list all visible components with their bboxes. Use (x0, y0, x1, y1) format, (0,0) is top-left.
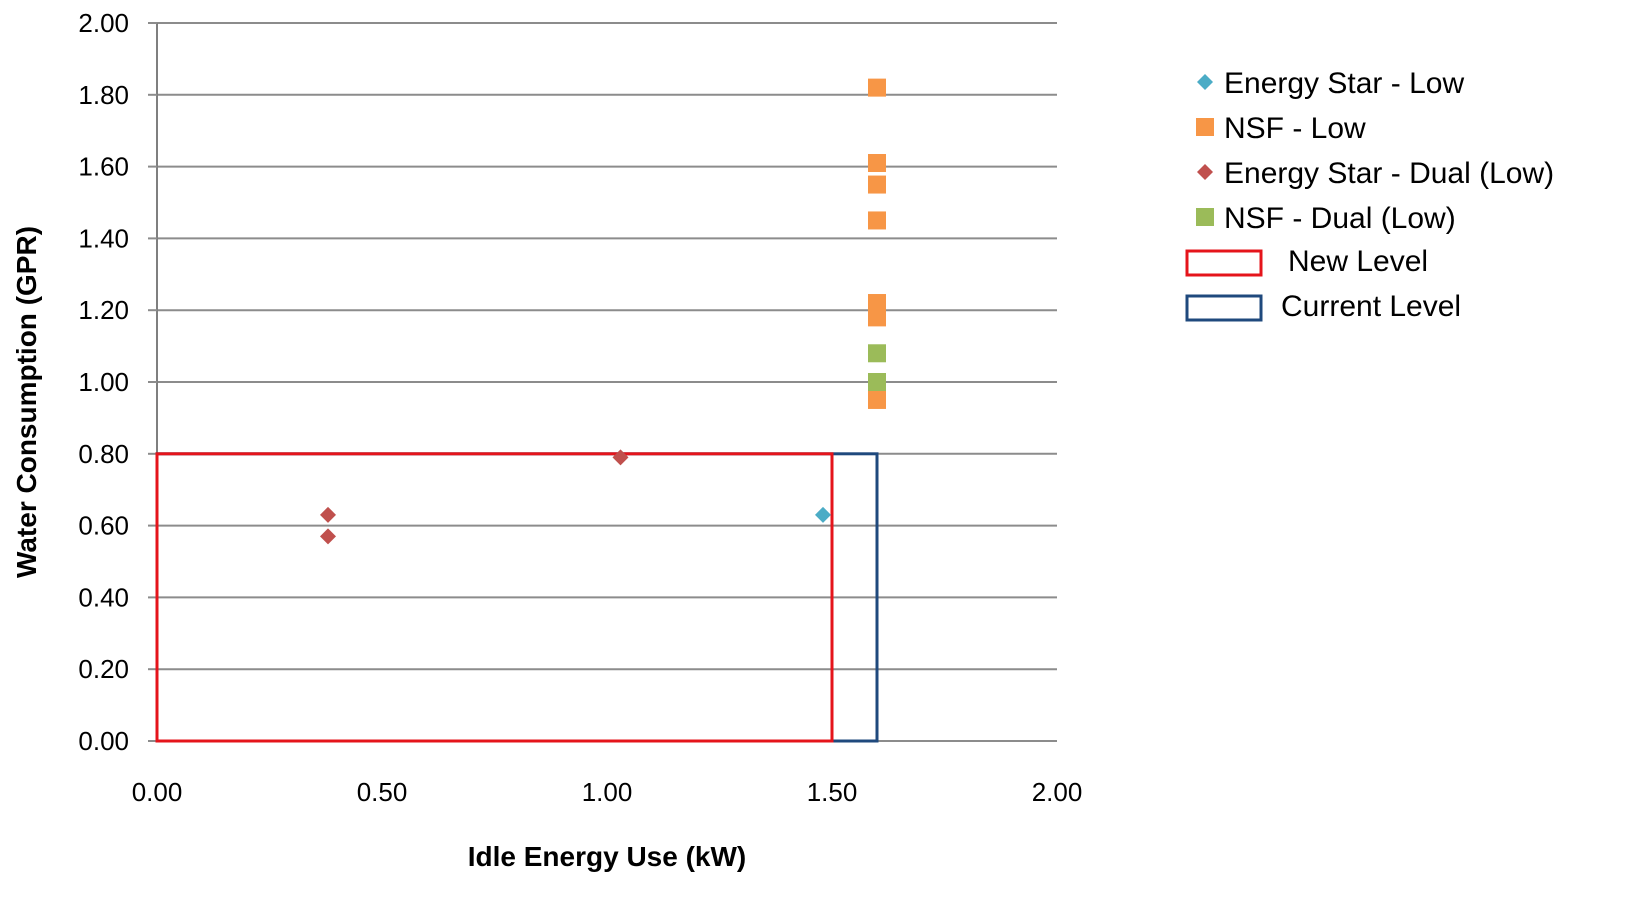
x-tick-label: 0.00 (132, 777, 183, 807)
x-axis-title: Idle Energy Use (kW) (468, 841, 747, 872)
legend-marker (1197, 164, 1213, 180)
nsf-dual-low-point (868, 373, 886, 391)
x-axis-ticks: 0.00 0.50 1.00 1.50 2.00 (132, 777, 1083, 807)
energy-star-low-point (815, 506, 831, 523)
x-tick-label: 1.50 (807, 777, 858, 807)
nsf-low-point (868, 308, 886, 327)
energy-star-dual-low-point (320, 506, 336, 523)
x-tick-label: 0.50 (357, 777, 408, 807)
gridlines (157, 22, 1057, 742)
y-tick-label: 1.00 (78, 367, 129, 397)
legend-label: New Level (1288, 245, 1428, 278)
nsf-low-point (868, 78, 886, 97)
y-tick-label: 0.20 (78, 654, 129, 684)
legend-region-swatch (1185, 249, 1263, 277)
y-tick-label: 0.80 (78, 439, 129, 469)
legend-marker (1196, 208, 1214, 226)
y-tick-label: 0.60 (78, 511, 129, 541)
legend-label: Energy Star - Dual (Low) (1224, 157, 1554, 190)
y-tick-label: 2.00 (78, 8, 129, 38)
nsf-low-point (868, 390, 886, 409)
y-tick-label: 0.40 (78, 582, 129, 612)
x-tick-label: 2.00 (1032, 777, 1083, 807)
y-tick-label: 0.00 (78, 726, 129, 756)
legend: Energy Star - Low NSF - Low Energy Star - … (1185, 67, 1554, 323)
y-axis-ticks: 0.00 0.20 0.40 0.60 0.80 1.00 1.20 1.40 1.60 1.80… (78, 8, 157, 756)
y-tick-label: 1.60 (78, 152, 129, 182)
legend-marker (1197, 74, 1213, 90)
nsf-dual-low-point (868, 344, 886, 363)
energy-star-dual-low-point (320, 528, 336, 545)
energy-star-dual-low-point (612, 449, 629, 466)
nsf-low-point (868, 211, 886, 230)
y-axis-title: Water Consumption (GPR) (11, 226, 42, 578)
nsf-low-point (868, 175, 886, 194)
x-tick-label: 1.00 (582, 777, 633, 807)
legend-marker (1196, 118, 1214, 136)
legend-region-swatch (1185, 294, 1263, 322)
nsf-low-point (868, 294, 886, 313)
legend-label: NSF - Dual (Low) (1224, 202, 1456, 235)
data-points (320, 78, 886, 545)
legend-label: Current Level (1281, 290, 1461, 323)
new-level-region (155, 452, 834, 743)
y-tick-label: 1.40 (78, 223, 129, 253)
nsf-low-point (868, 154, 886, 173)
y-tick-label: 1.80 (78, 80, 129, 110)
legend-label: NSF - Low (1224, 112, 1366, 145)
y-tick-label: 1.20 (78, 295, 129, 325)
legend-label: Energy Star - Low (1224, 67, 1464, 100)
level-regions (155, 452, 879, 743)
